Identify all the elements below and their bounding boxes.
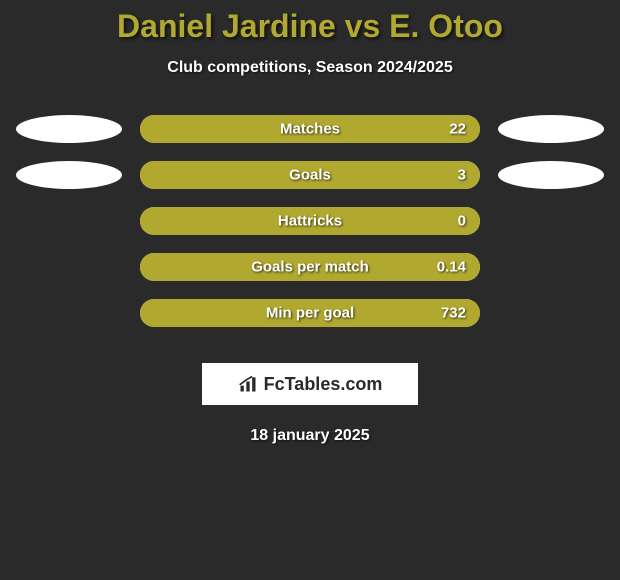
brand-badge: FcTables.com [202, 363, 418, 405]
stat-row: Goals 3 [16, 161, 604, 189]
stat-bar: Min per goal 732 [140, 299, 480, 327]
date-label: 18 january 2025 [250, 427, 369, 445]
stats-rows: Matches 22 Goals 3 Hattricks 0 Goals per match… [16, 115, 604, 345]
stat-bar: Goals per match 0.14 [140, 253, 480, 281]
bar-chart-icon [238, 374, 258, 394]
stat-bar: Hattricks 0 [140, 207, 480, 235]
bar-label: Goals per match [251, 259, 369, 276]
left-spacer [16, 207, 122, 235]
bar-value: 3 [458, 167, 466, 184]
stat-bar: Matches 22 [140, 115, 480, 143]
right-spacer [498, 253, 604, 281]
bar-label: Min per goal [266, 305, 354, 322]
right-spacer [498, 207, 604, 235]
stat-row: Matches 22 [16, 115, 604, 143]
right-ellipse [498, 115, 604, 143]
right-ellipse [498, 161, 604, 189]
bar-label: Hattricks [278, 213, 342, 230]
bar-value: 0 [458, 213, 466, 230]
stat-row: Hattricks 0 [16, 207, 604, 235]
bar-label: Goals [289, 167, 331, 184]
left-spacer [16, 299, 122, 327]
bar-value: 22 [449, 121, 466, 138]
stat-row: Goals per match 0.14 [16, 253, 604, 281]
stat-bar: Goals 3 [140, 161, 480, 189]
bar-label: Matches [280, 121, 340, 138]
left-ellipse [16, 161, 122, 189]
subtitle: Club competitions, Season 2024/2025 [167, 59, 452, 77]
comparison-infographic: Daniel Jardine vs E. Otoo Club competiti… [0, 0, 620, 445]
left-ellipse [16, 115, 122, 143]
page-title: Daniel Jardine vs E. Otoo [117, 8, 503, 45]
stat-row: Min per goal 732 [16, 299, 604, 327]
bar-value: 0.14 [437, 259, 466, 276]
bar-value: 732 [441, 305, 466, 322]
right-spacer [498, 299, 604, 327]
left-spacer [16, 253, 122, 281]
brand-label: FcTables.com [264, 374, 383, 395]
